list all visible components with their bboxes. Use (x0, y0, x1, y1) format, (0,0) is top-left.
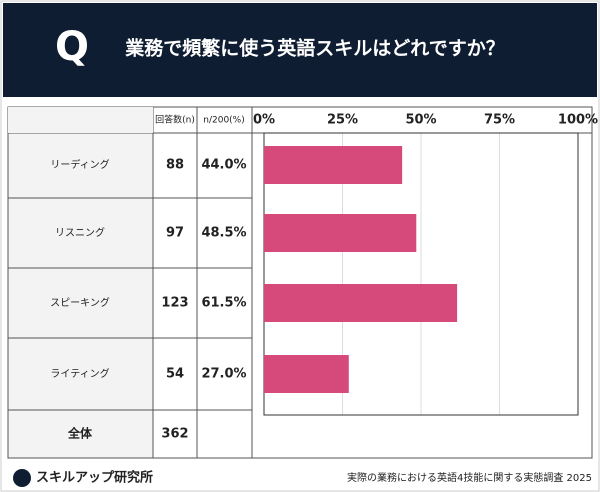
label-cell (8, 268, 153, 338)
value-label: 27.0% (201, 367, 246, 382)
bar (264, 355, 349, 393)
bar (264, 146, 403, 184)
row-label: スピーキング (50, 296, 110, 309)
value-label: 61.5% (201, 296, 246, 311)
row-label: ライティング (50, 367, 109, 380)
x-tick-label: 0% (253, 113, 275, 128)
corner-cell (8, 107, 153, 133)
footer-brand: スキルアップ研究所 (36, 470, 153, 486)
x-tick-label: 25% (327, 113, 358, 128)
table-border (7, 106, 593, 459)
x-tick-label: 75% (484, 113, 515, 128)
total-count: 362 (161, 427, 188, 442)
label-cell (8, 133, 153, 198)
row-label: リスニング (55, 226, 105, 239)
total-label: 全体 (67, 426, 93, 441)
x-tick-label: 50% (405, 113, 436, 128)
column-header: 回答数(n) (155, 114, 195, 126)
footer-source: 実際の業務における英語4技能に関する実態調査 2025 (347, 471, 592, 484)
bar (264, 214, 417, 252)
count: 54 (166, 367, 184, 382)
plot-border (263, 132, 579, 416)
header-icon: Q (55, 24, 89, 70)
column-header: n/200(%) (203, 116, 245, 126)
header-title: 業務で頻繁に使う英語スキルはどれですか？ (124, 37, 504, 60)
label-cell (8, 338, 153, 410)
bar (264, 284, 458, 322)
x-tick-label: 100% (558, 113, 598, 128)
value-label: 44.0% (201, 158, 246, 173)
logo-icon (13, 469, 31, 487)
count: 123 (161, 296, 188, 311)
row-label: リーディング (50, 158, 109, 171)
count: 97 (166, 226, 184, 241)
label-cell (8, 410, 153, 458)
table: 回答数(n) n/200(%) 362 (7, 106, 593, 459)
count: 88 (166, 158, 184, 173)
label-cell (8, 198, 153, 268)
value-label: 48.5% (201, 226, 246, 241)
header-band (3, 3, 597, 97)
